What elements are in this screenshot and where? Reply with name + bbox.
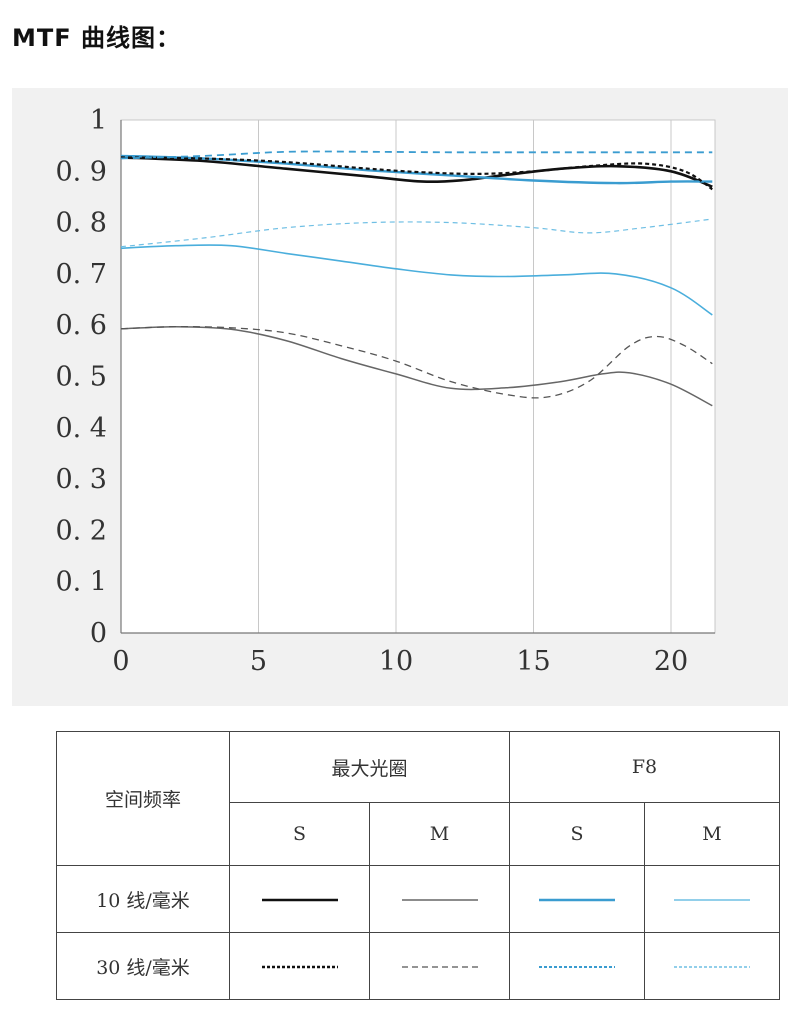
legend-line-sample [261, 898, 338, 902]
legend-sub-label: M [644, 802, 780, 866]
legend-sample-cell [509, 932, 645, 1000]
legend-line-sample [539, 898, 615, 902]
series-line-1 [120, 156, 713, 188]
x-tick-label: 10 [379, 646, 413, 677]
mtf-chart: 00. 10. 20. 30. 40. 50. 60. 70. 80. 910 5… [55, 105, 716, 677]
legend-sample-cell [229, 932, 370, 1000]
legend-sample-cell [369, 865, 510, 933]
legend-sub-label: S [509, 802, 645, 866]
legend-corner-label: 空间频率 [56, 731, 230, 866]
legend-table: 空间频率 最大光圈 F8 S M S M 10 线/毫米 30 线/毫米 [56, 731, 780, 1000]
legend-row-label: 30 线/毫米 [56, 932, 230, 1000]
y-tick-label: 0. 8 [55, 208, 107, 239]
legend-line-sample [539, 966, 615, 968]
page-heading: MTF 曲线图： [12, 24, 182, 52]
x-tick-label: 0 [112, 646, 129, 677]
y-tick-label: 1 [90, 105, 107, 136]
legend-line-sample [401, 899, 478, 901]
legend-sub-label: S [229, 802, 370, 866]
plot-area [120, 119, 716, 634]
legend-line-sample [674, 899, 750, 901]
series-line-2 [120, 325, 713, 407]
y-tick-label: 0. 7 [55, 259, 107, 290]
y-tick-label: 0 [90, 618, 107, 649]
legend-sample-cell [644, 865, 780, 933]
legend-line-sample [401, 966, 478, 968]
legend-sub-label: M [369, 802, 510, 866]
legend-line-sample [261, 965, 338, 969]
grid-layer [120, 119, 716, 634]
y-tick-label: 0. 1 [55, 567, 107, 598]
series-line-8 [120, 218, 713, 248]
series-line-4 [120, 244, 713, 316]
series-line-5 [120, 156, 713, 191]
series-line-6 [120, 326, 713, 399]
legend-sample-cell [509, 865, 645, 933]
legend-row-label: 10 线/毫米 [56, 865, 230, 933]
x-tick-label: 20 [654, 646, 688, 677]
y-tick-label: 0. 5 [55, 362, 107, 393]
y-tick-label: 0. 2 [55, 515, 107, 546]
y-tick-label: 0. 9 [55, 156, 107, 187]
series-line-7 [120, 150, 713, 160]
legend-line-sample [674, 966, 750, 968]
legend-group-max-aperture: 最大光圈 [229, 731, 510, 803]
legend-sample-cell [369, 932, 510, 1000]
x-tick-label: 5 [250, 646, 267, 677]
y-tick-label: 0. 4 [55, 413, 107, 444]
legend-group-f8: F8 [509, 731, 780, 803]
legend-sample-cell [644, 932, 780, 1000]
y-tick-label: 0. 6 [55, 310, 107, 341]
legend-sample-cell [229, 865, 370, 933]
y-tick-label: 0. 3 [55, 464, 107, 495]
x-tick-label: 15 [516, 646, 550, 677]
axes-layer [120, 120, 715, 634]
tick-labels: 00. 10. 20. 30. 40. 50. 60. 70. 80. 910 5… [55, 105, 688, 677]
series-layer [120, 150, 713, 407]
